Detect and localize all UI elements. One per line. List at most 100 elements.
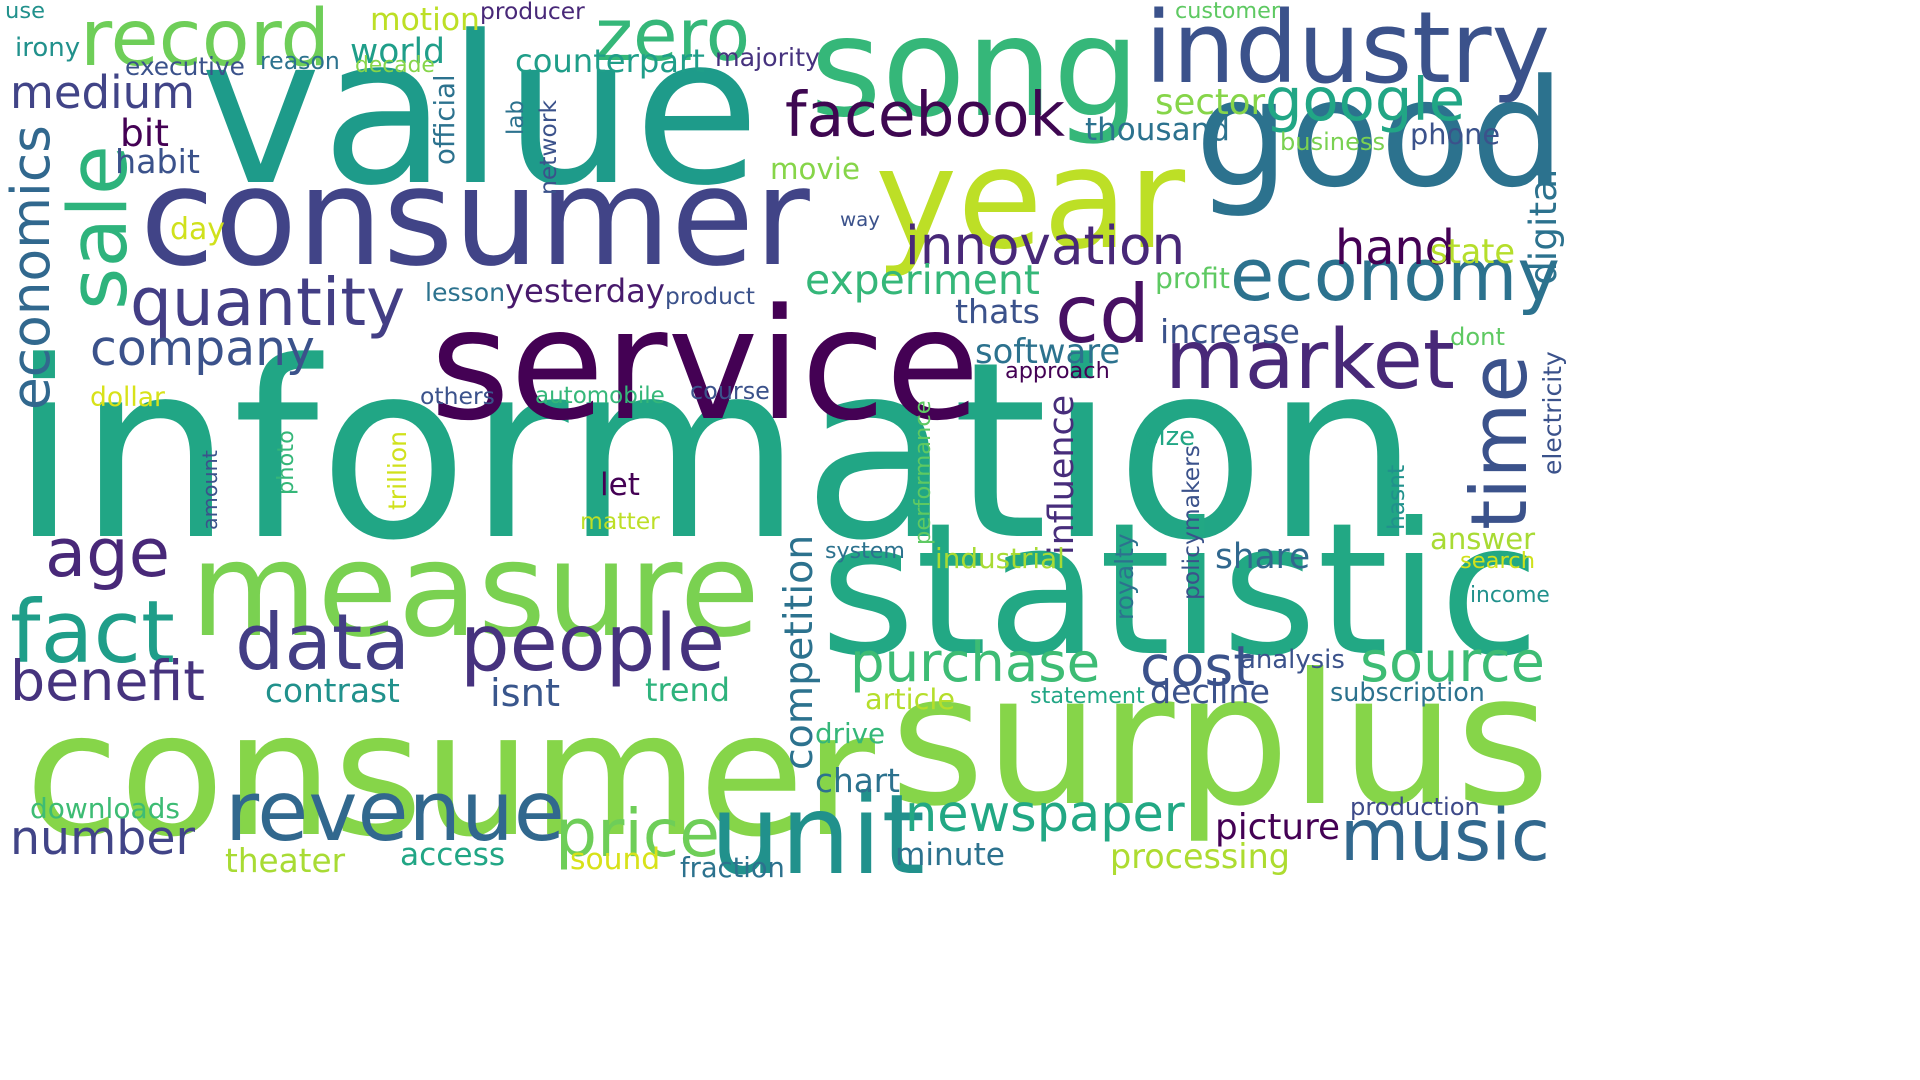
word-increase: increase (1160, 312, 1300, 351)
word-let: let (600, 467, 640, 503)
word-minute: minute (895, 837, 1005, 873)
word-record: record (80, 0, 331, 84)
word-article: article (865, 682, 955, 716)
word-quantity: quantity (130, 264, 406, 341)
word-production: production (1350, 793, 1480, 821)
word-consumer: consumer (25, 676, 875, 875)
word-sector: sector (1155, 82, 1266, 123)
word-system: system (825, 538, 905, 564)
word-trillion: trillion (383, 430, 412, 510)
word-day: day (170, 212, 225, 247)
word-use: use (5, 0, 45, 24)
word-good: good (1195, 47, 1565, 220)
word-habit: habit (115, 142, 200, 181)
word-business: business (1280, 128, 1386, 156)
word-subscription: subscription (1330, 677, 1485, 707)
word-cd: cd (1055, 268, 1150, 361)
word-influence: influence (1042, 394, 1082, 555)
word-automobile: automobile (535, 383, 665, 409)
word-drive: drive (815, 717, 886, 750)
word-statistic: statistic (820, 484, 1540, 697)
word-source: source (1360, 630, 1545, 695)
word-state: state (1430, 232, 1516, 271)
word-newspaper: newspaper (905, 785, 1185, 844)
word-producer: producer (480, 0, 585, 25)
word-thats: thats (955, 292, 1040, 331)
word-price: price (555, 794, 720, 872)
word-company: company (90, 320, 315, 377)
word-motion: motion (370, 2, 480, 38)
word-world: world (350, 32, 445, 72)
word-data: data (235, 598, 410, 688)
word-facebook: facebook (785, 80, 1065, 151)
word-income: income (1470, 583, 1550, 608)
word-access: access (400, 837, 506, 873)
word-answer: answer (1430, 522, 1536, 556)
word-competition: competition (776, 534, 822, 770)
word-official: official (429, 74, 461, 165)
word-isnt: isnt (490, 671, 561, 716)
word-lab: lab (503, 100, 529, 135)
word-zero: zero (595, 0, 750, 78)
word-dont: dont (1450, 323, 1505, 351)
word-service: service (430, 277, 980, 455)
word-innovation: innovation (905, 215, 1186, 277)
word-approach: approach (1005, 358, 1110, 384)
word-software: software (975, 332, 1121, 371)
word-theater: theater (225, 842, 346, 880)
word-unit: unit (710, 771, 926, 900)
word-royalty: royalty (1110, 533, 1139, 620)
word-experiment: experiment (805, 256, 1040, 304)
word-product: product (665, 282, 755, 310)
word-fact: fact (10, 583, 175, 683)
word-performance: performance (910, 400, 936, 545)
word-network: network (534, 100, 562, 195)
word-customer: customer (1175, 0, 1280, 24)
word-downloads: downloads (30, 792, 180, 825)
word-lesson: lesson (425, 278, 506, 307)
word-industrial: industrial (935, 542, 1065, 575)
word-share: share (1215, 537, 1311, 577)
word-search: search (1460, 548, 1536, 574)
word-yesterday: yesterday (505, 272, 665, 310)
word-digital: digital (1521, 168, 1565, 285)
word-decline: decline (1150, 672, 1271, 711)
word-bit: bit (120, 111, 169, 155)
word-number: number (10, 811, 195, 866)
word-photo: photo (273, 430, 299, 495)
word-phone: phone (1410, 117, 1501, 151)
word-measure: measure (190, 514, 760, 666)
word-music: music (1340, 794, 1550, 877)
word-movie: movie (770, 152, 860, 186)
word-processing: processing (1110, 837, 1290, 876)
word-size: size (1145, 422, 1196, 452)
word-trend: trend (645, 671, 730, 709)
word-song: song (810, 0, 1141, 148)
word-thousand: thousand (1085, 112, 1230, 148)
word-dollar: dollar (90, 382, 165, 413)
word-counterpart: counterpart (515, 42, 705, 80)
word-way: way (840, 208, 881, 231)
word-fraction: fraction (680, 853, 785, 884)
word-hasnt: hasnt (1383, 464, 1410, 530)
word-chart: chart (815, 762, 900, 800)
word-economy: economy (1230, 233, 1560, 317)
word-reason: reason (260, 47, 340, 75)
word-economics: economics (0, 125, 62, 410)
word-profit: profit (1155, 262, 1230, 295)
word-picture: picture (1215, 807, 1341, 848)
word-medium: medium (10, 66, 195, 119)
word-irony: irony (15, 33, 81, 63)
word-electricity: electricity (1538, 351, 1567, 475)
word-matter: matter (580, 507, 660, 535)
word-value: value (200, 0, 760, 231)
word-year: year (875, 118, 1186, 280)
word-age: age (45, 514, 170, 592)
word-decade: decade (355, 53, 435, 78)
word-people: people (460, 598, 726, 689)
word-revenue: revenue (225, 763, 565, 860)
word-purchase: purchase (850, 630, 1101, 694)
word-benefit: benefit (10, 650, 206, 714)
word-google: google (1265, 65, 1466, 134)
